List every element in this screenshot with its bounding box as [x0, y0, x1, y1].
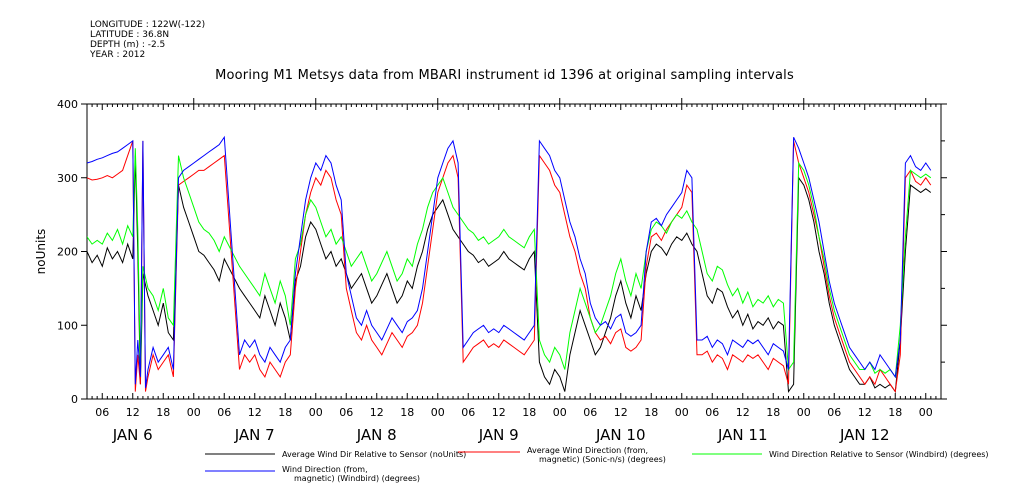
y-tick-label: 400: [57, 98, 78, 111]
legend-label: Wind Direction Relative to Sensor (Windb…: [769, 450, 989, 459]
x-hour-tick-label: 06: [827, 406, 841, 419]
x-hour-tick-label: 06: [583, 406, 597, 419]
x-hour-tick-label: 12: [248, 406, 262, 419]
x-day-label: JAN 7: [234, 426, 275, 444]
meta-depth: DEPTH (m) : -2.5: [90, 40, 166, 50]
x-hour-tick-label: 00: [553, 406, 567, 419]
x-hour-tick-label: 18: [888, 406, 902, 419]
x-hour-tick-label: 12: [370, 406, 384, 419]
x-hour-tick-label: 00: [431, 406, 445, 419]
legend-label: Average Wind Dir Relative to Sensor (noU…: [282, 450, 466, 459]
metadata-block: LONGITUDE : 122W(-122) LATITUDE : 36.8N …: [90, 20, 205, 60]
y-tick-label: 300: [57, 172, 78, 185]
x-hour-tick-label: 00: [675, 406, 689, 419]
x-day-label: JAN 10: [595, 426, 646, 444]
x-hour-tick-label: 12: [858, 406, 872, 419]
meta-longitude: LONGITUDE : 122W(-122): [90, 20, 206, 30]
plot-frame: [86, 103, 942, 400]
series-line-1: [87, 155, 932, 394]
x-hour-tick-label: 18: [400, 406, 414, 419]
x-day-label: JAN 11: [717, 426, 768, 444]
x-hour-tick-label: 18: [644, 406, 658, 419]
x-hour-tick-label: 18: [156, 406, 170, 419]
x-hour-tick-label: 00: [187, 406, 201, 419]
x-hour-tick-label: 12: [614, 406, 628, 419]
series-line-3: [87, 148, 932, 379]
y-axis-label: noUnits: [34, 229, 48, 275]
series-line-4: [87, 135, 932, 388]
x-hour-tick-label: 12: [126, 406, 140, 419]
x-hour-tick-label: 06: [705, 406, 719, 419]
meta-year: YEAR : 2012: [90, 50, 146, 60]
series-line-2: [87, 140, 932, 393]
x-hour-tick-label: 18: [522, 406, 536, 419]
x-hour-tick-label: 18: [278, 406, 292, 419]
x-day-label: JAN 9: [478, 426, 519, 444]
x-hour-tick-label: 00: [309, 406, 323, 419]
y-tick-label: 200: [57, 246, 78, 259]
chart-title: Mooring M1 Metsys data from MBARI instru…: [215, 68, 794, 83]
legend-label: Wind Direction (from, magnetic) (Windbird…: [282, 465, 420, 483]
x-hour-tick-label: 06: [339, 406, 353, 419]
y-tick-label: 0: [71, 393, 78, 406]
legend-label: Average Wind Direction (from, magnetic) (…: [527, 446, 666, 464]
x-hour-tick-label: 06: [461, 406, 475, 419]
x-hour-tick-label: 06: [95, 406, 109, 419]
x-hour-tick-label: 00: [919, 406, 933, 419]
x-hour-tick-label: 12: [492, 406, 506, 419]
x-hour-tick-label: 18: [766, 406, 780, 419]
x-day-label: JAN 12: [839, 426, 890, 444]
x-hour-tick-label: 00: [797, 406, 811, 419]
x-day-label: JAN 8: [356, 426, 397, 444]
x-day-label: JAN 6: [112, 426, 153, 444]
y-tick-label: 100: [57, 319, 78, 332]
meta-latitude: LATITUDE : 36.8N: [90, 30, 170, 40]
x-hour-tick-label: 06: [217, 406, 231, 419]
x-hour-tick-label: 12: [736, 406, 750, 419]
